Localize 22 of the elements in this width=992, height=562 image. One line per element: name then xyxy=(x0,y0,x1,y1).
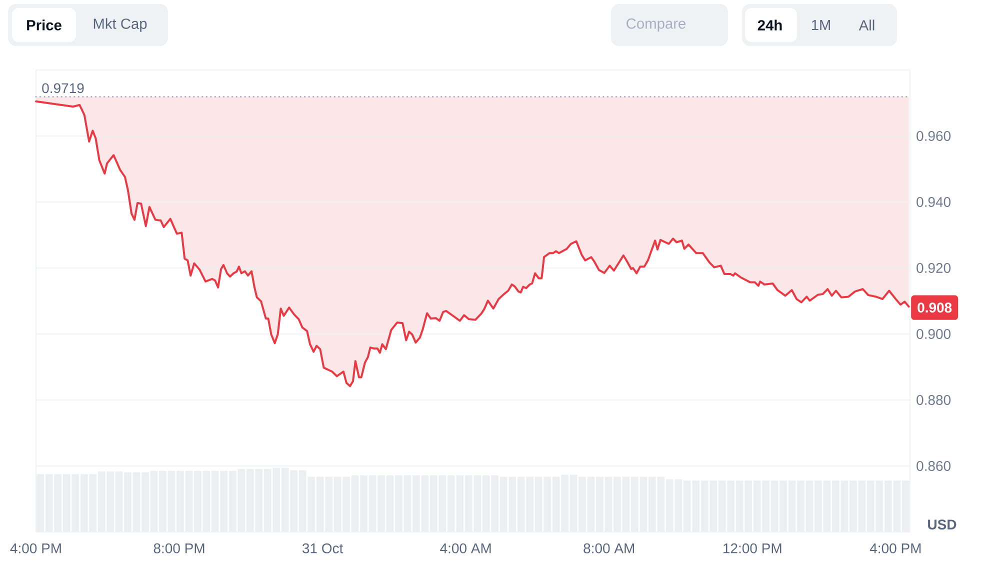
y-tick-label: 0.960 xyxy=(916,131,951,141)
x-tick-label: 8:00 PM xyxy=(154,543,204,554)
x-tick-label: 8:00 AM xyxy=(584,543,634,554)
y-tick-label: 0.860 xyxy=(916,461,951,471)
x-tick-label: 4:00 PM xyxy=(10,543,61,554)
ref-line-label: 0.9719 xyxy=(42,83,84,94)
x-tick-label: 31 Oct xyxy=(302,543,344,554)
text: Price xyxy=(27,20,62,30)
annotation: 0.908 xyxy=(918,302,952,313)
text: Mkt Cap xyxy=(94,18,147,32)
y-tick-label: 0.940 xyxy=(916,197,951,207)
text: 1M xyxy=(812,20,830,30)
x-tick-label: 12:00 PM xyxy=(724,543,782,554)
y-axis-title: USD xyxy=(928,520,956,530)
y-tick-label: 0.920 xyxy=(916,263,951,273)
y-tick-label: 0.880 xyxy=(916,395,951,405)
text: 24h xyxy=(758,20,782,30)
text: Compare xyxy=(626,18,686,32)
text: All xyxy=(858,20,874,30)
x-tick-label: 4:00 AM xyxy=(440,543,491,554)
y-tick-label: 0.900 xyxy=(916,329,951,339)
x-tick-label: 4:00 PM xyxy=(870,543,921,554)
